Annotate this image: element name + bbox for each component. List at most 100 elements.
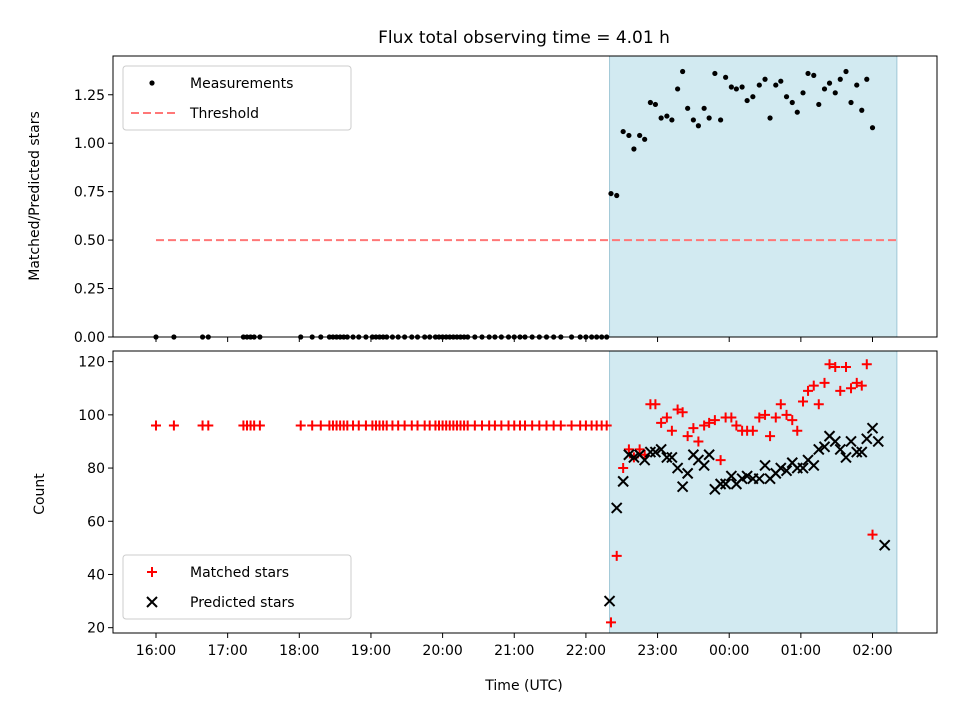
- measurement-point: [794, 109, 800, 115]
- matched-star-point: [566, 420, 577, 431]
- measurement-point: [869, 125, 876, 131]
- legend: Measurements Threshold: [122, 65, 352, 131]
- measurement-point: [642, 136, 648, 142]
- x-tick-label: 22:00: [566, 643, 606, 659]
- measurement-point: [821, 86, 828, 92]
- measurement-point: [723, 74, 729, 80]
- matched-star-point: [672, 404, 683, 415]
- matched-star-point: [677, 407, 688, 418]
- matched-star-point: [682, 431, 693, 442]
- series-predicted-stars: [603, 422, 891, 607]
- x-tick-label: 01:00: [781, 643, 821, 659]
- x-axis-label: Time (UTC): [484, 678, 562, 694]
- predicted-star-point: [851, 446, 863, 458]
- measurement-point: [832, 90, 838, 96]
- measurement-point: [669, 117, 675, 123]
- predicted-star-point: [676, 480, 689, 493]
- legend: Matched stars Predicted stars: [122, 554, 352, 620]
- measurement-point: [631, 146, 637, 152]
- measurement-point: [864, 76, 870, 82]
- measurement-point: [620, 128, 626, 135]
- x-tick-label: 17:00: [207, 643, 247, 659]
- measurement-point: [848, 99, 854, 106]
- measurement-point: [626, 132, 632, 139]
- matched-star-point: [688, 423, 699, 434]
- measurement-point: [680, 68, 686, 75]
- matched-star-point: [747, 425, 758, 436]
- measurement-point: [608, 190, 614, 197]
- y-tick-label: 120: [78, 355, 105, 371]
- observing-span-shade: [609, 350, 898, 634]
- matched-star-point: [813, 399, 824, 410]
- matched-star-point: [861, 359, 872, 370]
- measurement-point: [695, 123, 701, 129]
- matched-star-point: [150, 420, 161, 431]
- predicted-star-point: [714, 478, 727, 490]
- y-tick-label: 1.25: [74, 88, 105, 104]
- matched-star-point: [856, 380, 867, 391]
- panel-count: 20 40 60 80 100 120 16:00 17:00 18:00 19:00 20:00 2…: [78, 350, 938, 659]
- matched-star-point: [808, 380, 819, 391]
- y-tick-label: 80: [87, 461, 105, 477]
- matched-star-point: [787, 415, 798, 426]
- y-tick-label: 0.75: [74, 185, 105, 201]
- predicted-star-point: [703, 449, 715, 461]
- matched-star-point: [618, 463, 629, 474]
- matched-star-point: [775, 399, 786, 410]
- measurement-point: [843, 68, 849, 75]
- matched-star-point: [661, 412, 672, 423]
- series-matched-stars: [150, 359, 878, 628]
- predicted-star-point: [698, 459, 710, 472]
- measurement-point: [859, 107, 865, 113]
- legend-label: Threshold: [189, 106, 259, 122]
- predicted-star-point: [725, 470, 738, 482]
- predicted-star-point: [681, 467, 694, 480]
- measurement-point: [706, 115, 712, 121]
- matched-star-point: [824, 359, 835, 370]
- predicted-star-point: [655, 443, 667, 456]
- legend-box: [122, 65, 352, 131]
- measurement-point: [854, 82, 860, 88]
- matched-star-point: [307, 420, 318, 431]
- matched-star-point: [830, 361, 841, 372]
- matched-star-point: [765, 431, 776, 442]
- legend-marker-x: [146, 596, 158, 608]
- matched-star-point: [754, 412, 765, 423]
- matched-star-point: [601, 420, 612, 431]
- measurement-point: [744, 97, 750, 104]
- matched-star-point: [555, 420, 566, 431]
- matched-star-point: [726, 412, 737, 423]
- matched-star-point: [699, 420, 710, 431]
- predicted-star-point: [845, 435, 857, 448]
- measurement-point: [675, 86, 681, 92]
- matched-star-point: [770, 412, 781, 423]
- measurement-point: [837, 76, 843, 82]
- measurement-point: [778, 78, 784, 84]
- predicted-star-point: [617, 475, 629, 488]
- measurement-point: [658, 115, 664, 121]
- predicted-star-point: [671, 462, 684, 474]
- x-tick-label: 16:00: [136, 643, 176, 659]
- matched-star-point: [611, 550, 622, 561]
- predicted-star-point: [856, 446, 868, 458]
- predicted-star-point: [666, 451, 678, 464]
- x-tick-label: 19:00: [351, 643, 391, 659]
- matched-star-point: [666, 425, 677, 436]
- predicted-star-point: [611, 502, 623, 514]
- measurement-point: [664, 113, 670, 119]
- legend-box: [122, 554, 352, 620]
- y-tick-label: 20: [87, 621, 105, 637]
- measurement-point: [750, 94, 756, 100]
- measurement-point: [789, 99, 795, 106]
- legend-label: Measurements: [190, 76, 293, 92]
- measurement-point: [762, 76, 768, 82]
- legend-label: Matched stars: [190, 565, 289, 581]
- legend-label: Predicted stars: [190, 595, 295, 611]
- measurement-point: [811, 72, 817, 78]
- matched-star-point: [704, 417, 715, 428]
- y-tick-label: 0.50: [74, 233, 105, 249]
- measurement-point: [718, 117, 724, 123]
- predicted-star-point: [638, 454, 651, 466]
- predicted-star-point: [866, 422, 879, 434]
- measurement-point: [805, 70, 811, 77]
